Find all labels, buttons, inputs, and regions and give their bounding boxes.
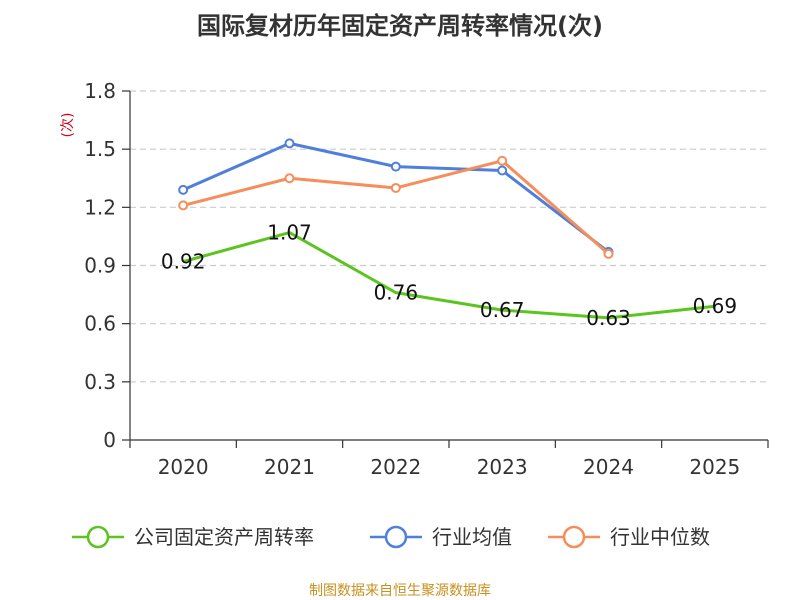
chart-title: 国际复材历年固定资产周转率情况(次) <box>197 12 603 40</box>
legend-marker[interactable] <box>562 525 586 549</box>
data-label: 0.69 <box>693 294 738 318</box>
legend-label[interactable]: 行业均值 <box>432 525 512 549</box>
y-tick-label: 0 <box>103 428 116 452</box>
legend-label[interactable]: 公司固定资产周转率 <box>134 525 314 549</box>
legend-label[interactable]: 行业中位数 <box>610 525 710 549</box>
data-label: 0.76 <box>374 281 419 305</box>
data-point[interactable] <box>178 200 189 211</box>
data-point[interactable] <box>603 248 614 259</box>
data-labels: 0.92 1.07 0.76 0.67 0.63 0.69 <box>161 221 737 330</box>
axes: 0 0.3 0.6 0.9 1.2 1.5 1.8 2020 2021 2022 2023 2024 2… <box>84 79 769 479</box>
data-label: 0.67 <box>480 298 525 322</box>
data-label: 1.07 <box>267 221 312 245</box>
data-point[interactable] <box>390 182 401 193</box>
series-layer <box>178 138 715 320</box>
data-point[interactable] <box>284 173 295 184</box>
series-line-0 <box>182 231 715 320</box>
y-tick-label: 1.8 <box>84 79 116 103</box>
x-tick-label: 2024 <box>583 455 634 479</box>
data-point[interactable] <box>497 155 508 166</box>
data-label: 0.63 <box>586 306 631 330</box>
y-axis-label: (次) <box>60 113 76 138</box>
data-point[interactable] <box>178 184 189 195</box>
x-tick-label: 2020 <box>158 455 209 479</box>
y-tick-label: 0.3 <box>84 370 116 394</box>
source-note: 制图数据来自恒生聚源数据库 <box>309 583 491 599</box>
x-tick-label: 2025 <box>689 455 740 479</box>
data-label: 0.92 <box>161 250 206 274</box>
data-point[interactable] <box>390 161 401 172</box>
data-point[interactable] <box>497 165 508 176</box>
x-tick-label: 2021 <box>264 455 315 479</box>
data-point[interactable] <box>284 138 295 149</box>
y-tick-label: 1.2 <box>84 195 116 219</box>
x-tick-label: 2022 <box>370 455 421 479</box>
y-tick-label: 1.5 <box>84 137 116 161</box>
x-tick-label: 2023 <box>477 455 528 479</box>
gridlines <box>130 90 768 383</box>
legend-marker[interactable] <box>86 525 110 549</box>
y-tick-label: 0.9 <box>84 254 116 278</box>
legend[interactable]: 公司固定资产周转率 行业均值 行业中位数 <box>72 525 710 549</box>
legend-marker[interactable] <box>384 525 408 549</box>
y-tick-label: 0.6 <box>84 312 116 336</box>
